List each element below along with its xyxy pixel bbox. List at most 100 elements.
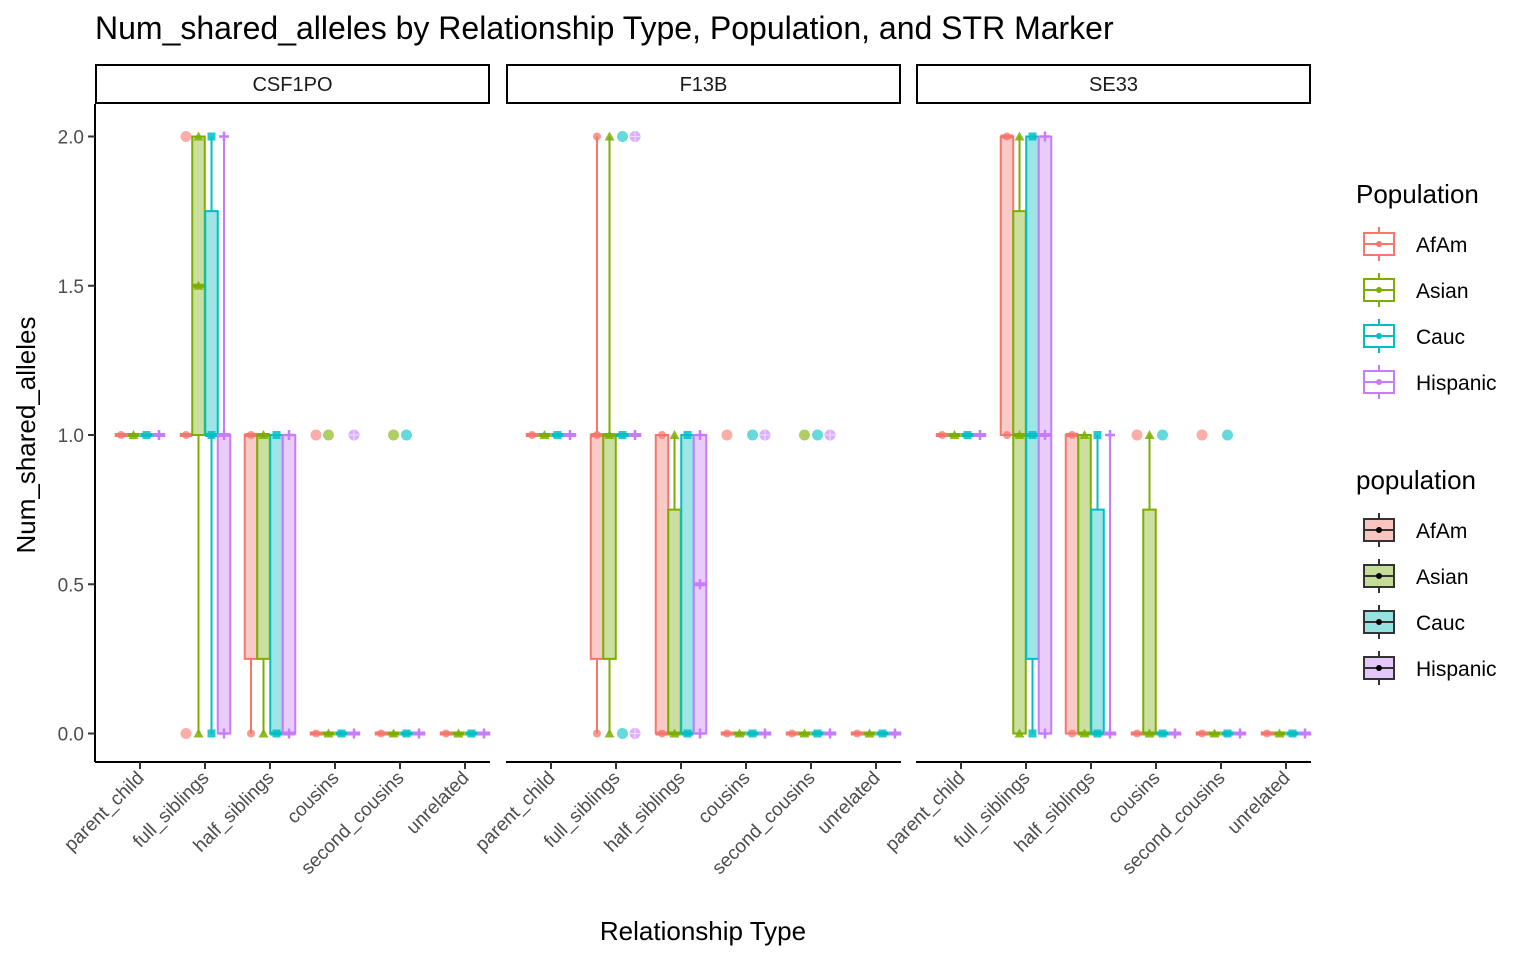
facet-strip bbox=[916, 64, 1311, 104]
facet-panel-csf1po: CSF1POparent_childfull_siblingshalf_sibl… bbox=[58, 64, 491, 879]
point-marker bbox=[1300, 728, 1310, 739]
point-marker bbox=[1014, 430, 1025, 439]
x-tick-label: cousins bbox=[694, 768, 754, 828]
box-full_siblings-cauc bbox=[616, 431, 629, 439]
box-parent_child-asian bbox=[948, 430, 961, 439]
point-marker bbox=[683, 431, 692, 439]
point-marker bbox=[1105, 430, 1115, 440]
point-marker bbox=[593, 132, 601, 141]
facet-strip-label: SE33 bbox=[1089, 74, 1138, 96]
box-full_siblings-asian bbox=[1012, 131, 1027, 738]
facet-strip-label: F13B bbox=[680, 74, 728, 96]
point-marker bbox=[272, 729, 281, 738]
point-marker bbox=[207, 729, 216, 738]
point-marker bbox=[337, 729, 346, 738]
point-marker bbox=[565, 430, 575, 440]
box-body bbox=[667, 508, 682, 735]
outlier-point bbox=[747, 429, 758, 441]
box-second_cousins-afam bbox=[785, 729, 799, 738]
point-marker bbox=[604, 728, 615, 738]
point-marker bbox=[1079, 728, 1090, 738]
box-unrelated-hispanic bbox=[1298, 728, 1312, 739]
box-parent_child-cauc bbox=[961, 431, 974, 439]
point-marker bbox=[788, 729, 796, 738]
point-marker bbox=[1014, 728, 1025, 738]
y-tick-label: 1.0 bbox=[58, 426, 84, 447]
box-full_siblings-cauc bbox=[204, 132, 219, 738]
point-marker bbox=[193, 280, 204, 290]
box-second_cousins-afam bbox=[374, 729, 388, 738]
outlier-point bbox=[180, 131, 192, 142]
point-marker bbox=[695, 728, 705, 739]
box-cousins-asian bbox=[733, 728, 746, 738]
box-cousins-hispanic bbox=[1168, 728, 1182, 739]
point-marker bbox=[1158, 729, 1167, 738]
outlier-point bbox=[1157, 429, 1168, 441]
outlier-point bbox=[759, 429, 771, 441]
box-cousins-afam bbox=[309, 729, 323, 738]
point-marker bbox=[890, 728, 900, 739]
box-second_cousins-cauc bbox=[1221, 729, 1234, 738]
legend-point bbox=[1376, 527, 1382, 533]
legend-key-cauc bbox=[1363, 605, 1395, 639]
outlier-dot bbox=[617, 131, 628, 142]
box-unrelated-asian bbox=[452, 728, 465, 738]
point-marker bbox=[760, 728, 770, 739]
legend-label-afam: AfAm bbox=[1416, 234, 1467, 257]
outlier-point bbox=[310, 429, 322, 441]
point-marker bbox=[813, 729, 822, 738]
box-body bbox=[1077, 434, 1092, 735]
point-marker bbox=[658, 431, 666, 439]
legend-point bbox=[1376, 287, 1382, 293]
point-marker bbox=[975, 430, 985, 440]
box-full_siblings-afam bbox=[999, 132, 1015, 439]
x-tick-label: unrelated bbox=[1224, 768, 1295, 839]
box-half_siblings-afam bbox=[243, 431, 259, 738]
outlier-dot bbox=[401, 429, 412, 441]
legend-point bbox=[1376, 665, 1382, 671]
point-marker bbox=[442, 729, 450, 738]
point-marker bbox=[723, 729, 731, 738]
box-parent_child-afam bbox=[525, 431, 539, 439]
legend-title: population bbox=[1356, 465, 1476, 495]
point-marker bbox=[938, 431, 946, 439]
point-marker bbox=[402, 729, 411, 738]
legend-point bbox=[1376, 379, 1382, 385]
point-marker bbox=[748, 729, 757, 738]
point-marker bbox=[1144, 728, 1155, 738]
box-unrelated-cauc bbox=[465, 729, 478, 738]
facet-strip-label: CSF1PO bbox=[252, 74, 332, 96]
point-marker bbox=[1003, 132, 1011, 141]
box-body bbox=[216, 434, 232, 735]
box-full_siblings-cauc bbox=[1025, 132, 1040, 738]
outlier-dot bbox=[1196, 429, 1208, 441]
point-marker bbox=[414, 728, 424, 739]
point-marker bbox=[1263, 729, 1271, 738]
outlier-point bbox=[617, 131, 628, 142]
point-marker bbox=[1288, 729, 1297, 738]
outlier-point bbox=[348, 429, 360, 441]
point-marker bbox=[604, 430, 615, 439]
point-marker bbox=[593, 729, 601, 738]
point-marker bbox=[799, 728, 810, 738]
outlier-dot bbox=[1131, 429, 1143, 441]
point-marker bbox=[1040, 430, 1050, 440]
point-marker bbox=[117, 431, 125, 439]
outlier-dot bbox=[180, 131, 192, 142]
box-unrelated-afam bbox=[850, 729, 864, 738]
box-second_cousins-asian bbox=[387, 728, 400, 738]
box-unrelated-cauc bbox=[1286, 729, 1299, 738]
box-cousins-cauc bbox=[335, 729, 348, 738]
point-marker bbox=[1209, 728, 1220, 738]
point-marker bbox=[258, 728, 269, 738]
point-marker bbox=[1068, 431, 1076, 439]
box-body bbox=[243, 434, 259, 660]
box-body bbox=[204, 210, 219, 436]
point-marker bbox=[154, 430, 164, 440]
point-marker bbox=[695, 579, 705, 590]
legend-label-cauc: Cauc bbox=[1416, 326, 1465, 349]
legend-key-hispanic bbox=[1363, 651, 1395, 685]
point-marker bbox=[182, 431, 190, 439]
point-marker bbox=[1079, 430, 1090, 439]
point-marker bbox=[528, 431, 536, 439]
